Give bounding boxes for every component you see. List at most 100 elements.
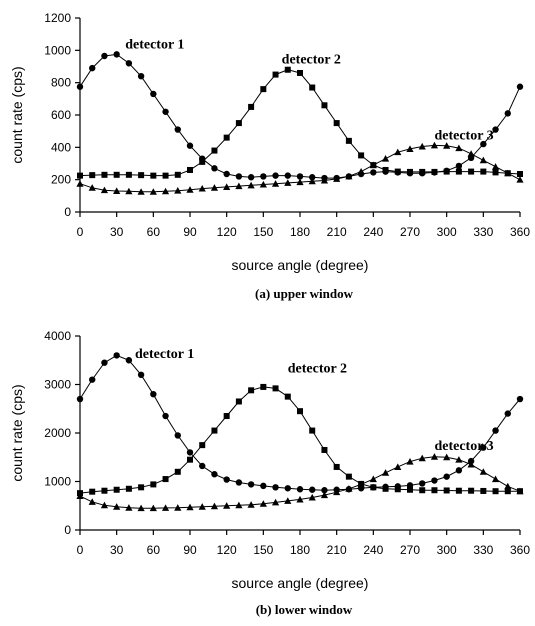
data-point-detector-1 xyxy=(516,83,524,90)
data-point-detector-3 xyxy=(491,475,500,483)
data-point-detector-2 xyxy=(89,488,96,495)
x-tick-label: 90 xyxy=(183,225,197,239)
data-point-detector-2 xyxy=(101,171,108,178)
data-point-detector-3 xyxy=(467,150,475,157)
y-axis-title: count rate (cps) xyxy=(9,384,25,481)
data-point-detector-1 xyxy=(309,486,316,493)
x-tick-label: 360 xyxy=(510,543,530,557)
data-point-detector-1 xyxy=(504,110,511,117)
data-point-detector-3 xyxy=(516,487,524,495)
y-tick-label: 1000 xyxy=(44,475,71,489)
data-point-detector-2 xyxy=(492,488,499,495)
data-point-detector-3 xyxy=(443,142,451,149)
data-point-detector-1 xyxy=(101,52,108,60)
data-point-detector-3 xyxy=(161,504,170,511)
x-tick-label: 270 xyxy=(400,543,420,557)
data-point-detector-2 xyxy=(199,158,206,165)
data-point-detector-3 xyxy=(149,504,157,512)
data-point-detector-1 xyxy=(272,484,279,491)
data-point-detector-1 xyxy=(186,449,194,456)
data-point-detector-3 xyxy=(394,463,402,470)
data-point-detector-1 xyxy=(492,126,499,133)
x-tick-label: 360 xyxy=(510,225,530,239)
data-point-detector-1 xyxy=(247,481,255,488)
data-point-detector-2 xyxy=(223,413,230,420)
data-point-detector-2 xyxy=(138,172,145,179)
data-point-detector-2 xyxy=(382,485,389,492)
data-point-detector-1 xyxy=(235,173,243,180)
data-point-detector-1 xyxy=(223,476,230,483)
y-tick-label: 1000 xyxy=(44,43,71,57)
data-point-detector-1 xyxy=(162,108,169,115)
data-point-detector-1 xyxy=(247,174,255,181)
data-point-detector-3 xyxy=(479,468,487,475)
data-point-detector-3 xyxy=(223,183,231,190)
data-point-detector-3 xyxy=(308,177,316,185)
data-point-detector-2 xyxy=(223,134,230,141)
data-point-detector-2 xyxy=(297,69,303,76)
x-tick-label: 180 xyxy=(290,225,310,239)
data-point-detector-3 xyxy=(88,498,96,505)
data-point-detector-1 xyxy=(137,371,145,378)
data-point-detector-2 xyxy=(431,168,438,175)
data-point-detector-2 xyxy=(333,120,340,127)
data-point-detector-3 xyxy=(76,492,84,500)
data-point-detector-3 xyxy=(259,500,267,507)
data-point-detector-3 xyxy=(394,148,402,156)
y-tick-label: 3000 xyxy=(44,378,71,392)
x-tick-label: 330 xyxy=(473,543,493,557)
data-point-detector-3 xyxy=(455,456,463,463)
data-point-detector-2 xyxy=(272,385,279,392)
data-point-detector-1 xyxy=(211,165,218,172)
data-point-detector-3 xyxy=(381,155,390,162)
data-point-detector-2 xyxy=(443,168,450,175)
chart-upper-window: (a) upper window 0 200 400 600 800 1000 1200 0 3… xyxy=(9,11,530,301)
data-point-detector-2 xyxy=(431,487,438,494)
y-tick-label: 1200 xyxy=(44,11,71,25)
data-point-detector-3 xyxy=(284,179,292,186)
x-tick-label: 180 xyxy=(290,543,310,557)
x-axis-title: source angle (degree) xyxy=(232,257,369,273)
data-point-detector-2 xyxy=(187,166,193,173)
data-point-detector-2 xyxy=(297,408,303,415)
data-point-detector-3 xyxy=(333,488,341,496)
data-point-detector-2 xyxy=(113,486,120,493)
x-tick-label: 210 xyxy=(327,225,347,239)
data-point-detector-3 xyxy=(223,502,231,509)
data-point-detector-1 xyxy=(272,172,279,179)
data-point-detector-1 xyxy=(455,467,463,474)
data-point-detector-3 xyxy=(137,188,145,195)
data-point-detector-3 xyxy=(259,180,267,188)
data-point-detector-2 xyxy=(309,427,316,434)
data-point-detector-1 xyxy=(113,352,120,359)
data-point-detector-1 xyxy=(284,172,291,179)
data-point-detector-1 xyxy=(76,83,84,90)
data-point-detector-1 xyxy=(174,432,181,439)
data-point-detector-2 xyxy=(394,486,401,493)
data-point-detector-2 xyxy=(174,171,181,178)
x-tick-label: 120 xyxy=(217,543,237,557)
data-point-detector-3 xyxy=(174,187,182,194)
y-tick-label: 400 xyxy=(51,140,71,154)
data-point-detector-3 xyxy=(504,169,512,177)
data-point-detector-3 xyxy=(357,480,365,488)
data-point-detector-2 xyxy=(150,172,157,179)
series-annotation: detector 1 xyxy=(125,38,184,53)
data-point-detector-1 xyxy=(296,173,304,180)
y-axis-title: count rate (cps) xyxy=(9,66,25,163)
data-point-detector-2 xyxy=(321,102,328,109)
x-tick-label: 120 xyxy=(217,225,237,239)
data-point-detector-3 xyxy=(381,469,390,476)
x-tick-label: 0 xyxy=(77,543,84,557)
x-tick-label: 150 xyxy=(253,225,273,239)
data-point-detector-1 xyxy=(125,357,133,364)
x-axis-title: source angle (degree) xyxy=(232,575,369,591)
x-tick-label: 240 xyxy=(363,543,383,557)
data-point-detector-3 xyxy=(210,502,219,510)
data-point-detector-1 xyxy=(296,486,304,493)
data-point-detector-1 xyxy=(150,391,157,398)
data-point-detector-2 xyxy=(162,476,169,483)
data-point-detector-3 xyxy=(113,187,121,194)
data-point-detector-3 xyxy=(418,142,426,150)
